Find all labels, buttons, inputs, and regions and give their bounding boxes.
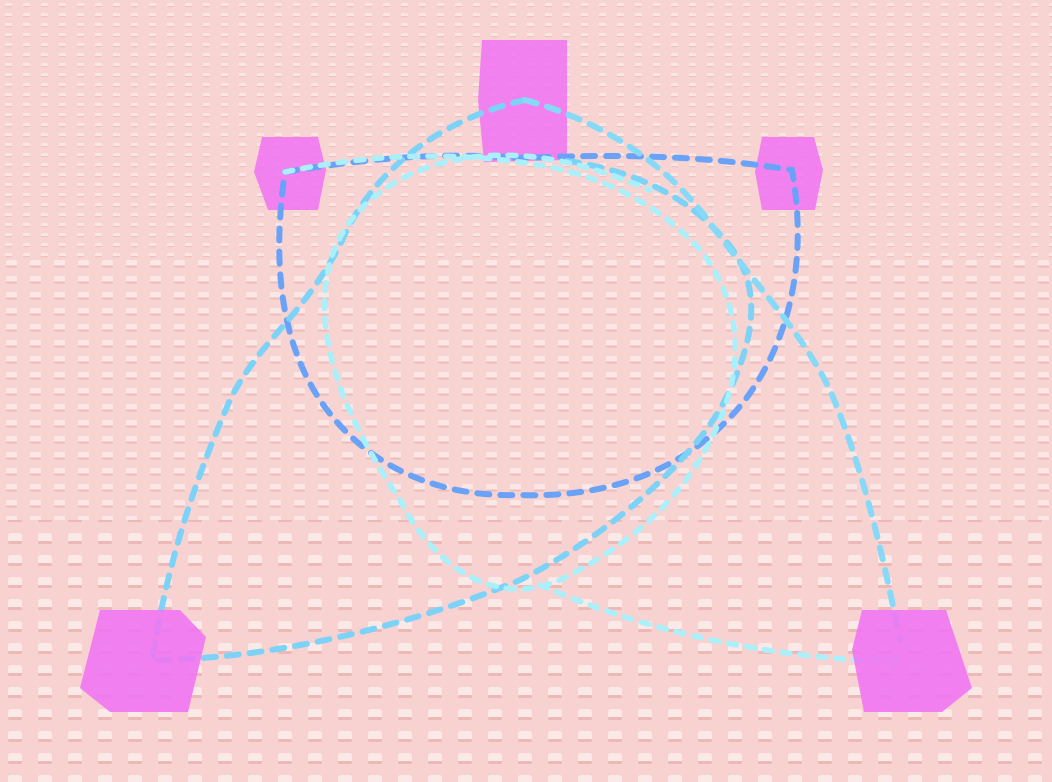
upper-right-part[interactable] — [755, 137, 823, 210]
lower-left-part[interactable] — [80, 610, 206, 712]
marker-parts-front — [80, 610, 972, 712]
dotted-loop-path[interactable] — [282, 152, 903, 663]
blue-loop-path[interactable] — [276, 152, 801, 499]
light-blue-right-path[interactable] — [522, 97, 903, 643]
path-lines — [148, 97, 903, 664]
lower-right-part[interactable] — [852, 610, 972, 712]
